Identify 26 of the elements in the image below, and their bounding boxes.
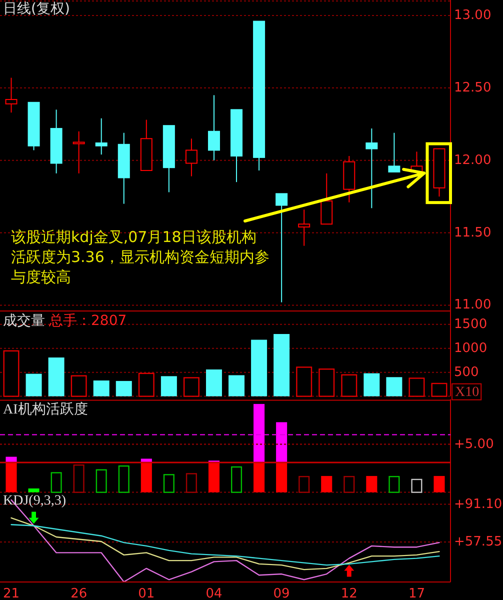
annotation: 该股近期kdj金叉,07月18日该股机构活跃度为3.36，显示机构资金短期内参与度较高 — [11, 228, 270, 286]
y-axis-title: X10 — [455, 384, 480, 400]
chart-title: KDJ(9,3,3) — [3, 494, 66, 508]
y-tick-label: 1500 — [454, 316, 488, 332]
x-tick-label: 09 — [273, 586, 290, 600]
y-tick-label: +5.00 — [454, 436, 494, 452]
y-tick-label: 12.50 — [454, 80, 492, 96]
y-tick-label: 1000 — [454, 340, 488, 356]
y-tick-label: +57.55 — [454, 534, 502, 550]
chart-title: 成交量 — [3, 313, 45, 329]
y-axis-unit: X10 — [452, 383, 482, 400]
x-tick-label: 01 — [138, 586, 155, 600]
chart-title: 日线(复权) — [3, 1, 70, 17]
x-tick-label: 26 — [70, 586, 88, 600]
y-tick-label: 500 — [454, 364, 479, 380]
x-tick-label: 21 — [2, 586, 20, 600]
y-tick-label: 11.50 — [454, 225, 492, 240]
x-tick-label: 12 — [340, 586, 358, 600]
chart-title: AI机构活跃度 — [3, 402, 88, 418]
x-tick-label: 17 — [408, 586, 425, 600]
y-tick-label: +91.10 — [454, 496, 502, 512]
annotation: 总手：2807 — [48, 313, 127, 329]
y-tick-label: 11.00 — [454, 298, 492, 313]
y-tick-label: 12.00 — [454, 152, 492, 168]
x-tick-label: 04 — [206, 586, 222, 600]
y-tick-label: 13.00 — [454, 8, 492, 23]
